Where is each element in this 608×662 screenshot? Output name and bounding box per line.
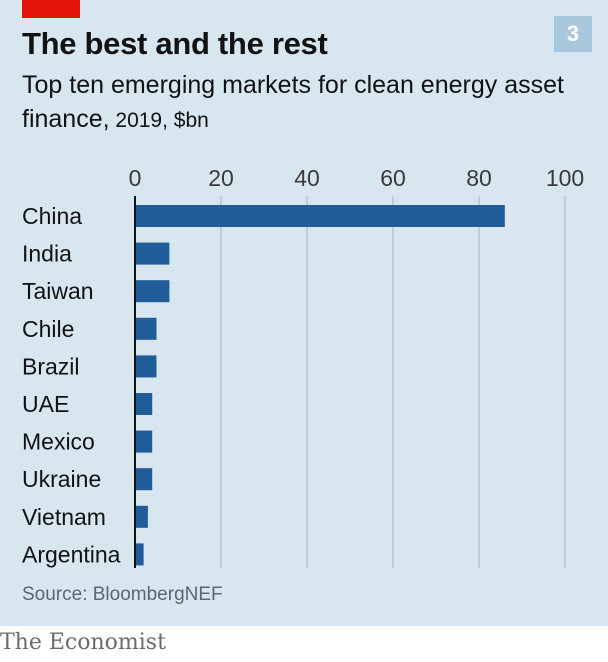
- x-tick-label-100: 100: [546, 165, 584, 191]
- category-label-argentina: Argentina: [22, 541, 121, 567]
- subtitle-unit: 2019, $bn: [109, 109, 209, 132]
- x-tick-label-80: 80: [466, 165, 492, 191]
- category-label-china: China: [22, 203, 82, 229]
- category-label-chile: Chile: [22, 316, 74, 342]
- category-label-mexico: Mexico: [22, 429, 95, 455]
- bar-uae: [135, 393, 153, 415]
- category-label-brazil: Brazil: [22, 353, 80, 379]
- bar-india: [135, 242, 170, 265]
- category-label-vietnam: Vietnam: [22, 504, 106, 530]
- x-tick-label-40: 40: [294, 165, 320, 191]
- category-label-uae: UAE: [22, 391, 69, 417]
- bar-china: [135, 205, 505, 227]
- bar-taiwan: [135, 280, 170, 303]
- bar-ukraine: [135, 468, 153, 491]
- chart-title: The best and the rest: [22, 26, 328, 61]
- x-tick-label-60: 60: [380, 165, 406, 191]
- category-label-ukraine: Ukraine: [22, 466, 101, 492]
- x-tick-label-0: 0: [129, 165, 142, 191]
- source-note: Source: BloombergNEF: [22, 584, 223, 605]
- bar-chile: [135, 317, 157, 340]
- chart-number-badge: 3: [554, 16, 592, 52]
- category-label-india: India: [22, 241, 72, 267]
- chart-subtitle: Top ten emerging markets for clean energ…: [22, 68, 582, 138]
- x-tick-label-20: 20: [208, 165, 234, 191]
- subtitle-main: Top ten emerging markets for clean energ…: [22, 71, 564, 133]
- bar-mexico: [135, 430, 153, 453]
- economist-wordmark: The Economist: [0, 630, 166, 655]
- brand-red-tag: [22, 0, 80, 18]
- category-label-taiwan: Taiwan: [22, 278, 94, 304]
- bar-chart: 0 20 40 60 80 100 China India Taiwan Chile Brazil U…: [22, 165, 584, 568]
- bar-argentina: [135, 543, 144, 566]
- bar-brazil: [135, 355, 157, 378]
- bar-vietnam: [135, 505, 148, 528]
- chart-panel: [0, 0, 608, 626]
